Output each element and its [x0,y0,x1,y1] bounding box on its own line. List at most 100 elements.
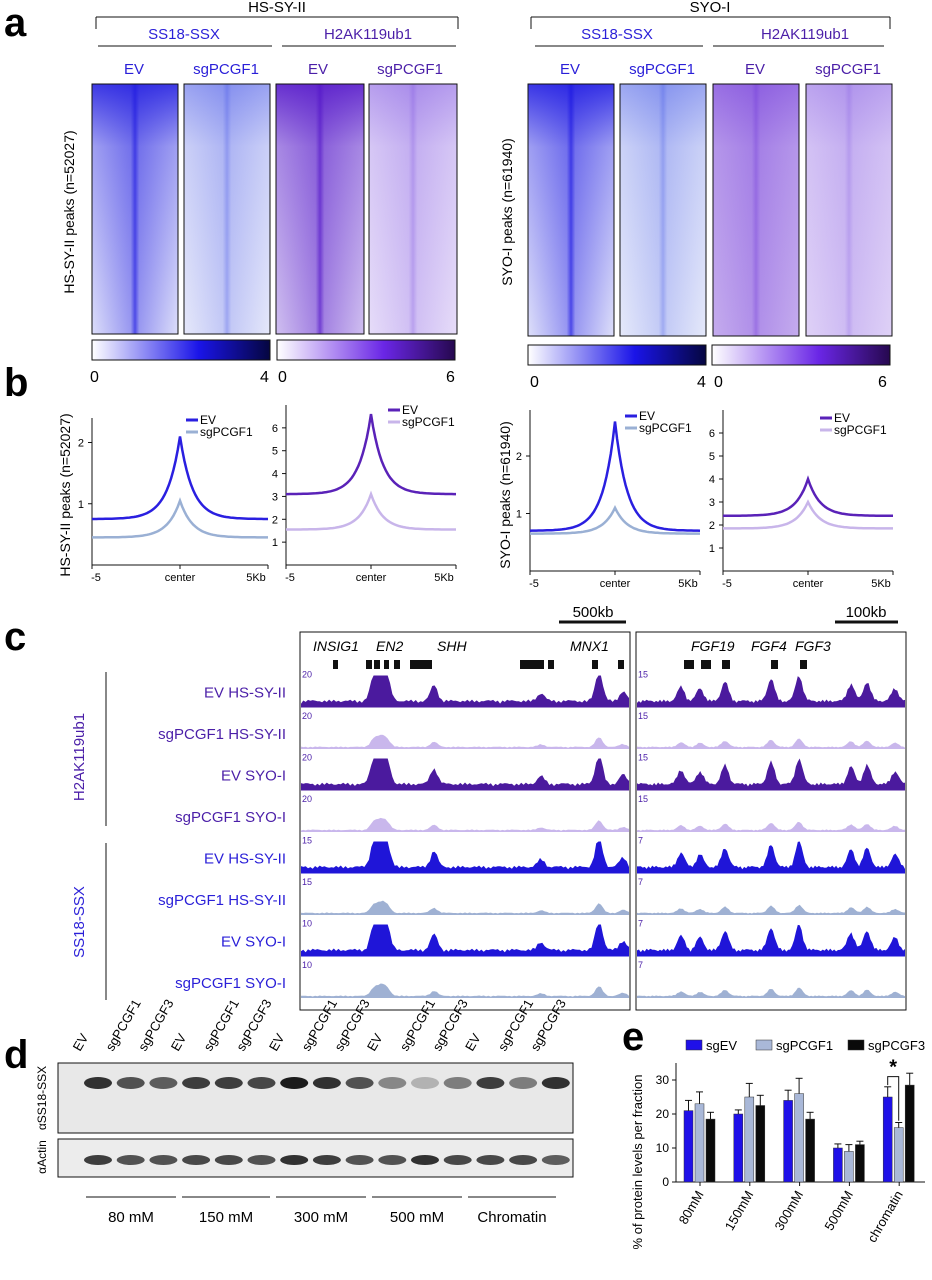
bar-ytick-label: 0 [662,1175,669,1189]
profile-1-xtick-label: center [165,572,196,584]
panel-label-e: e [622,1015,644,1059]
cond-right-4: sgPCGF1 [815,61,881,78]
profile-4-ytick-label: 5 [709,451,715,463]
colorbar-4 [711,344,891,366]
band-ss18ssx [509,1077,538,1089]
band-actin [84,1155,112,1165]
gene-fgf3: FGF3 [795,638,831,654]
colorbar-1-max: 4 [260,369,269,386]
profile-2-ytick-label: 3 [272,491,278,503]
cond-right-3: EV [745,61,765,78]
profile-2-ytick-label: 2 [272,514,278,526]
track-signal-left [301,817,629,832]
track-scale-left: 20 [302,753,312,763]
track-signal-right [637,758,905,791]
track-label: EV SYO-I [221,934,286,951]
panel-label-c: c [4,615,26,659]
bar-sgPCGF3-500mM [855,1144,865,1183]
colorbar-4-max: 6 [878,374,887,391]
profile-4-line-EV [723,475,893,518]
gene-fgf4: FGF4 [751,638,787,654]
lane-label: EV [266,1031,288,1054]
bar-sgPCGF1-150mM [744,1096,755,1183]
fraction-label: 500 mM [390,1209,444,1226]
band-ss18ssx [312,1077,341,1089]
track-scale-right: 15 [638,794,648,804]
bar-sgPCGF3-80mM [705,1118,716,1183]
track-scale-right: 15 [638,753,648,763]
profile-3-xtick-label: 5Kb [678,578,698,590]
colorbar-1 [91,339,271,361]
fraction-label: 300 mM [294,1209,348,1226]
heatmap-6-frame [619,83,707,337]
band-actin [247,1155,276,1165]
cond-left-1: EV [124,61,144,78]
profile-2-ytick-label: 4 [272,469,278,481]
blot-label-ss18ssx: αSS18-SSX [35,1066,49,1130]
profile-2-line-EV [286,413,456,496]
track-scale-right: 7 [638,836,643,846]
bar-ytick-label: 30 [656,1073,670,1087]
panel-label-d: d [4,1033,28,1077]
browser-frame-right [635,631,907,1011]
cond-left-3: EV [308,61,328,78]
track-scale-right: 7 [638,960,643,970]
band-actin [182,1155,211,1165]
track-label: sgPCGF1 SYO-I [175,975,286,992]
heatmap-4-center [369,84,457,334]
profile-3-line-sgPCGF1 [530,505,700,535]
profile-3-xtick-label: -5 [529,578,539,590]
cond-right-1: EV [560,61,580,78]
track-scale-right: 7 [638,877,643,887]
bar-sgPCGF1-500mM [844,1151,854,1183]
track-signal-left [301,734,629,749]
band-ss18ssx [280,1077,309,1089]
heatmap-7-frame [712,83,800,337]
track-scale-left: 20 [302,794,312,804]
profile-4-legend-label: EV [834,411,850,425]
track-signal-left [301,841,629,874]
blot-top [57,1062,574,1134]
bar-xtick-label: 150mM [722,1188,757,1233]
band-actin [509,1155,538,1165]
bar-sgEV-chromatin [882,1096,893,1183]
scale-label-right: 100kb [846,604,887,621]
cell-line-title-left: HS-SY-II [248,0,306,16]
track-label: EV HS-SY-II [204,851,286,868]
gene-shh: SHH [437,638,467,654]
legend-label-sgEV: sgEV [706,1038,737,1053]
panel-e: % of protein levels per fraction 0 10 20 30… [630,1038,925,1249]
profile-4-ytick-label: 6 [709,428,715,440]
bar-sgPCGF1-chromatin [893,1127,904,1183]
browser-frame-left [299,631,631,1011]
band-ss18ssx [247,1077,276,1089]
heatmap-ylabel-left: HS-SY-II peaks (n=52027) [61,130,77,293]
track-label: EV SYO-I [221,768,286,785]
heatmap-7-center [713,84,799,336]
group-label-ss18ssx: SS18-SSX [71,886,88,958]
scale-label-left: 500kb [573,604,614,621]
colorbar-3-max: 4 [697,374,706,391]
band-actin [541,1155,570,1165]
track-signal-right [637,987,905,998]
colorbar-4-min: 0 [714,374,723,391]
cond-left-4: sgPCGF1 [377,61,443,78]
band-actin [345,1155,374,1165]
band-actin [443,1155,472,1165]
track-signal-left [301,675,629,708]
track-signal-right [637,821,905,832]
track-label: sgPCGF1 HS-SY-II [158,892,286,909]
profile-3-ytick-label: 2 [516,451,522,463]
profile-3-legend-label: EV [639,409,655,423]
profile-1-line-sgPCGF1 [92,497,268,539]
legend-label-sgPCGF3: sgPCGF3 [868,1038,925,1053]
profile-4-legend-label: sgPCGF1 [834,423,887,437]
track-signal-right [637,841,905,874]
profile-2-xtick-label: -5 [285,572,295,584]
heatmap-6-center [620,84,706,336]
lane-label: EV [168,1031,190,1054]
heatmap-3-frame [275,83,365,335]
legend-swatch-sgPCGF1 [755,1039,773,1051]
profile-4-xtick-label: center [793,578,824,590]
